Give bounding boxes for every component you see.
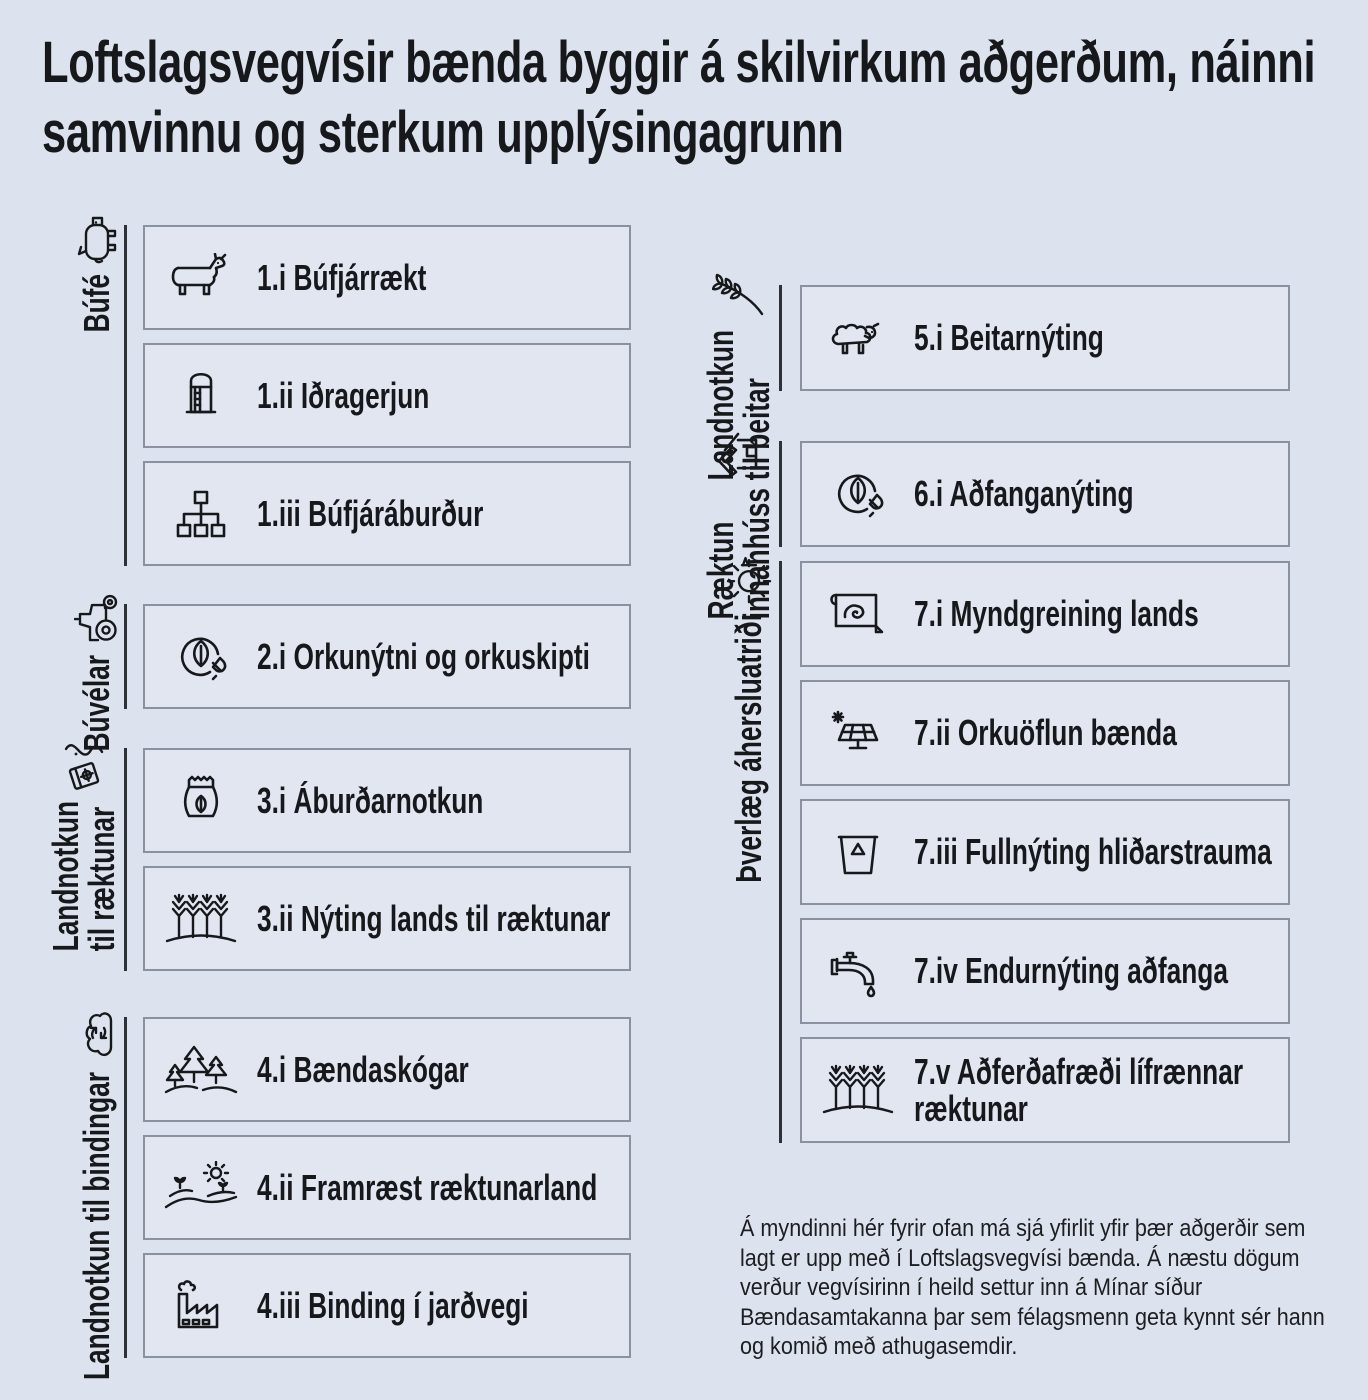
sun-icon [723, 546, 775, 604]
recycle-bin-icon [818, 825, 898, 879]
action-box: 7.iii Fullnýting hliðarstrauma [800, 799, 1290, 905]
silo-icon [161, 368, 241, 424]
group-divider [124, 1017, 127, 1358]
group-divider [779, 561, 782, 1143]
greenhouse-icon [716, 426, 762, 478]
solar-panel-icon [818, 705, 898, 761]
wheat-sprig-icon [712, 270, 766, 320]
group-label: Landnotkun til bindingar [76, 1072, 117, 1381]
group-landnotkun-til-bindingar: Landnotkun til bindingar 4.i Bændaskógar 4… [60, 1012, 631, 1380]
action-box: 6.i Aðfanganýting [800, 441, 1290, 547]
action-box: 1.i Búfjárrækt [143, 225, 631, 330]
wheat-field-icon [818, 1063, 898, 1117]
group-divider [124, 225, 127, 566]
forest-icon [161, 1044, 241, 1096]
group-r-ktun-innanh-ss: Ræktun innanhúss 6.i Aðfanganýting [700, 432, 1290, 619]
action-label: 5.i Beitarnýting [914, 317, 1104, 359]
action-label: 4.iii Binding í jarðvegi [257, 1284, 529, 1326]
action-label: 6.i Aðfanganýting [914, 473, 1134, 515]
action-box: 7.i Myndgreining lands [800, 561, 1290, 667]
action-box: 5.i Beitarnýting [800, 285, 1290, 391]
leaf-energy-icon [161, 628, 241, 686]
action-label: 4.ii Framræst ræktunarland [257, 1166, 598, 1208]
action-label: 7.ii Orkuöflun bænda [914, 712, 1177, 754]
action-label: 1.iii Búfjáráburður [257, 492, 484, 534]
action-label: 7.v Aðferðafræði lífrænnar ræktunar [914, 1050, 1244, 1129]
map-icon [818, 588, 898, 640]
action-box: 7.iv Endurnýting aðfanga [800, 918, 1290, 1024]
group-divider [779, 441, 782, 547]
page-title-line2: samvinnu og sterkum upplýsingagrunn [42, 100, 844, 165]
group-divider [779, 285, 782, 391]
action-box: 7.v Aðferðafræði lífrænnar ræktunar [800, 1037, 1290, 1143]
action-label: 1.ii Iðragerjun [257, 374, 430, 416]
action-box: 1.ii Iðragerjun [143, 343, 631, 448]
group-label: Landnotkun til ræktunar [45, 801, 122, 952]
group-verl-g-hersluatri-i: Þverlæg áhersluatriði 7.i Myndgreining la… [700, 556, 1290, 1143]
fertilizer-bag-icon [161, 772, 241, 830]
page-title: Loftslagsvegvísir bænda byggir á skilvir… [42, 28, 1316, 168]
page-title-line1: Loftslagsvegvísir bænda byggir á skilvir… [42, 30, 1316, 95]
action-label: 2.i Orkunýtni og orkuskipti [257, 635, 590, 677]
cow-icon [161, 252, 241, 303]
action-label: 7.iv Endurnýting aðfanga [914, 950, 1228, 992]
footer-text: Á myndinni hér fyrir ofan má sjá yfirlit… [740, 1215, 1325, 1360]
action-label: 1.i Búfjárrækt [257, 256, 427, 298]
sheep-icon [818, 313, 898, 363]
group-b-f: Búfé 1.i Búfjárrækt 1.ii Iðragerjun 1.iii B… [60, 216, 631, 566]
group-label: Búfé [76, 274, 117, 333]
cloud-recycle-icon [74, 1002, 120, 1062]
leaf-energy-icon [818, 465, 898, 523]
tractor-icon [74, 589, 120, 645]
faucet-icon [818, 943, 898, 999]
group-label: Þverlæg áhersluatriði [728, 614, 769, 883]
field-sun-icon [161, 1160, 241, 1215]
action-box: 7.ii Orkuöflun bænda [800, 680, 1290, 786]
action-box: 4.ii Framræst ræktunarland [143, 1135, 631, 1240]
group-divider [124, 748, 127, 971]
action-box: 1.iii Búfjáráburður [143, 461, 631, 566]
group-landnotkun-til-beitar: Landnotkun til beitar 5.i Beitarnýting [700, 273, 1290, 480]
action-label: 7.iii Fullnýting hliðarstrauma [914, 831, 1272, 873]
group-landnotkun-til-r-ktunar: Landnotkun til ræktunar 3.i Áburðarnotkun 3… [45, 744, 631, 971]
hierarchy-icon [161, 487, 241, 541]
pig-icon [74, 210, 120, 264]
factory-icon [161, 1279, 241, 1333]
action-box: 3.i Áburðarnotkun [143, 748, 631, 853]
wheat-field-icon [161, 892, 241, 946]
action-label: 3.ii Nýting lands til ræktunar [257, 897, 611, 939]
action-box: 4.i Bændaskógar [143, 1017, 631, 1122]
action-box: 3.ii Nýting lands til ræktunar [143, 866, 631, 971]
group-b-v-lar: Búvélar 2.i Orkunýtni og orkuskipti [60, 594, 631, 751]
action-label: 7.i Myndgreining lands [914, 593, 1199, 635]
group-divider [124, 604, 127, 709]
action-box: 2.i Orkunýtni og orkuskipti [143, 604, 631, 709]
action-label: 3.i Áburðarnotkun [257, 779, 484, 821]
action-box: 4.iii Binding í jarðvegi [143, 1253, 631, 1358]
action-label: 4.i Bændaskógar [257, 1048, 469, 1090]
fertilizer-soil-icon [62, 733, 106, 791]
